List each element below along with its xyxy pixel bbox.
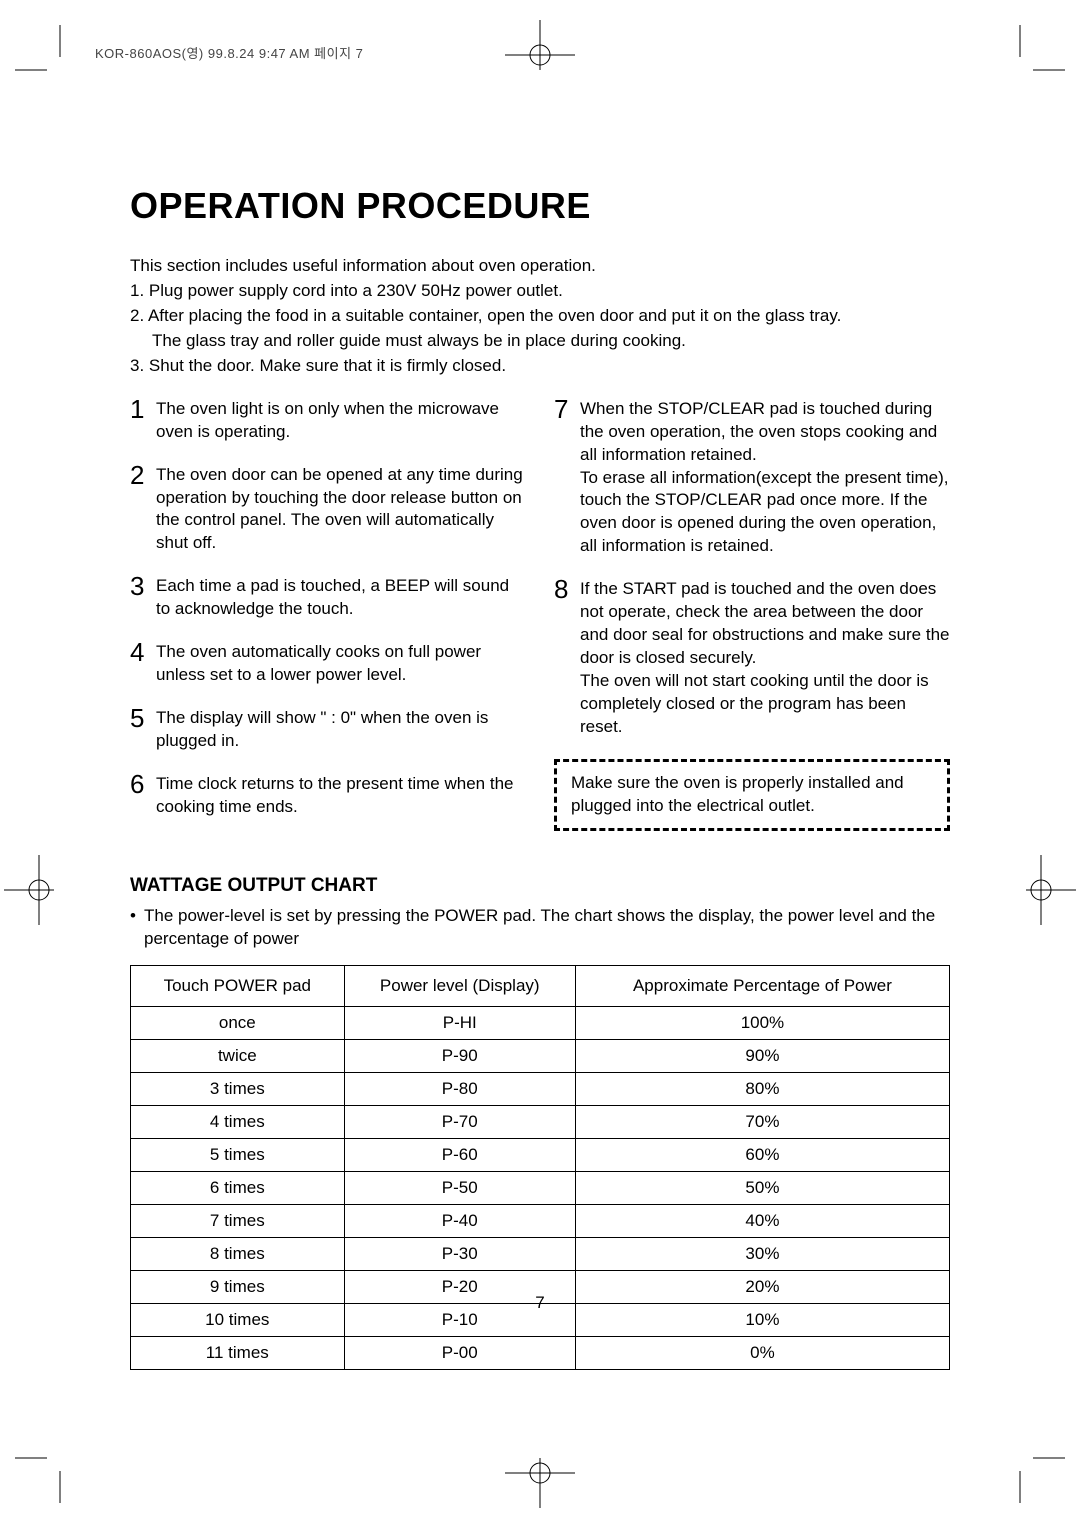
page-number: 7 <box>0 1293 1080 1313</box>
numbered-note: 2The oven door can be opened at any time… <box>130 462 526 556</box>
note-text: The oven door can be opened at any time … <box>156 462 526 556</box>
table-cell: 70% <box>575 1105 949 1138</box>
table-cell: 30% <box>575 1237 949 1270</box>
page-content: OPERATION PROCEDURE This section include… <box>130 185 950 1370</box>
table-cell: P-60 <box>344 1138 575 1171</box>
table-cell: 0% <box>575 1336 949 1369</box>
intro-step-2b: The glass tray and roller guide must alw… <box>130 330 950 353</box>
table-cell: twice <box>131 1039 345 1072</box>
table-cell: P-50 <box>344 1171 575 1204</box>
registration-mark-left <box>4 855 54 925</box>
table-cell: 4 times <box>131 1105 345 1138</box>
intro-lead: This section includes useful information… <box>130 255 950 278</box>
note-number: 8 <box>554 576 580 739</box>
table-row: 4 timesP-7070% <box>131 1105 950 1138</box>
intro-step-3: 3. Shut the door. Make sure that it is f… <box>130 355 950 378</box>
numbered-note: 3Each time a pad is touched, a BEEP will… <box>130 573 526 621</box>
numbered-note: 8If the START pad is touched and the ove… <box>554 576 950 739</box>
table-cell: P-90 <box>344 1039 575 1072</box>
registration-mark-right <box>1026 855 1076 925</box>
note-text: The display will show " : 0" when the ov… <box>156 705 526 753</box>
install-note-box: Make sure the oven is properly installed… <box>554 759 950 831</box>
table-row: onceP-HI100% <box>131 1006 950 1039</box>
intro-block: This section includes useful information… <box>130 255 950 378</box>
table-row: twiceP-9090% <box>131 1039 950 1072</box>
table-cell: 11 times <box>131 1336 345 1369</box>
page-title: OPERATION PROCEDURE <box>130 185 950 227</box>
table-row: 5 timesP-6060% <box>131 1138 950 1171</box>
table-cell: 7 times <box>131 1204 345 1237</box>
note-text: Time clock returns to the present time w… <box>156 771 526 819</box>
crop-mark-bl <box>15 1453 65 1503</box>
note-number: 2 <box>130 462 156 556</box>
numbered-note: 7When the STOP/CLEAR pad is touched duri… <box>554 396 950 559</box>
note-text: The oven light is on only when the micro… <box>156 396 526 444</box>
print-header-stamp: KOR-860AOS(영) 99.8.24 9:47 AM 페이지 7 <box>95 43 363 62</box>
table-cell: 80% <box>575 1072 949 1105</box>
numbered-note: 4The oven automatically cooks on full po… <box>130 639 526 687</box>
table-cell: P-40 <box>344 1204 575 1237</box>
table-cell: 100% <box>575 1006 949 1039</box>
table-cell: 5 times <box>131 1138 345 1171</box>
table-header-row: Touch POWER padPower level (Display)Appr… <box>131 965 950 1006</box>
crop-mark-br <box>1015 1453 1065 1503</box>
table-cell: P-HI <box>344 1006 575 1039</box>
notes-columns: 1The oven light is on only when the micr… <box>130 396 950 837</box>
table-col-header: Approximate Percentage of Power <box>575 965 949 1006</box>
table-cell: 90% <box>575 1039 949 1072</box>
table-row: 6 timesP-5050% <box>131 1171 950 1204</box>
table-cell: P-00 <box>344 1336 575 1369</box>
registration-mark-bottom <box>505 1458 575 1508</box>
notes-right-column: 7When the STOP/CLEAR pad is touched duri… <box>554 396 950 837</box>
table-col-header: Power level (Display) <box>344 965 575 1006</box>
table-cell: once <box>131 1006 345 1039</box>
note-text: Each time a pad is touched, a BEEP will … <box>156 573 526 621</box>
registration-mark-top <box>505 20 575 70</box>
crop-mark-tr <box>1015 25 1065 75</box>
note-number: 4 <box>130 639 156 687</box>
table-row: 11 timesP-000% <box>131 1336 950 1369</box>
table-cell: 6 times <box>131 1171 345 1204</box>
bullet-dot: • <box>130 905 144 951</box>
table-col-header: Touch POWER pad <box>131 965 345 1006</box>
note-number: 1 <box>130 396 156 444</box>
wattage-bullet-text: The power-level is set by pressing the P… <box>144 905 950 951</box>
intro-step-1: 1. Plug power supply cord into a 230V 50… <box>130 280 950 303</box>
note-number: 3 <box>130 573 156 621</box>
table-cell: 40% <box>575 1204 949 1237</box>
table-cell: P-70 <box>344 1105 575 1138</box>
table-row: 3 timesP-8080% <box>131 1072 950 1105</box>
crop-mark-tl <box>15 25 65 75</box>
numbered-note: 5The display will show " : 0" when the o… <box>130 705 526 753</box>
table-cell: 8 times <box>131 1237 345 1270</box>
wattage-heading: WATTAGE OUTPUT CHART <box>130 875 950 897</box>
numbered-note: 6Time clock returns to the present time … <box>130 771 526 819</box>
table-cell: 3 times <box>131 1072 345 1105</box>
numbered-note: 1The oven light is on only when the micr… <box>130 396 526 444</box>
note-text: When the STOP/CLEAR pad is touched durin… <box>580 396 950 559</box>
table-cell: 60% <box>575 1138 949 1171</box>
table-row: 7 timesP-4040% <box>131 1204 950 1237</box>
intro-step-2: 2. After placing the food in a suitable … <box>130 305 950 328</box>
table-cell: P-30 <box>344 1237 575 1270</box>
note-text: The oven automatically cooks on full pow… <box>156 639 526 687</box>
note-number: 6 <box>130 771 156 819</box>
table-cell: 50% <box>575 1171 949 1204</box>
note-number: 5 <box>130 705 156 753</box>
note-text: If the START pad is touched and the oven… <box>580 576 950 739</box>
note-number: 7 <box>554 396 580 559</box>
table-row: 8 timesP-3030% <box>131 1237 950 1270</box>
notes-left-column: 1The oven light is on only when the micr… <box>130 396 526 837</box>
wattage-bullet: • The power-level is set by pressing the… <box>130 905 950 951</box>
table-cell: P-80 <box>344 1072 575 1105</box>
